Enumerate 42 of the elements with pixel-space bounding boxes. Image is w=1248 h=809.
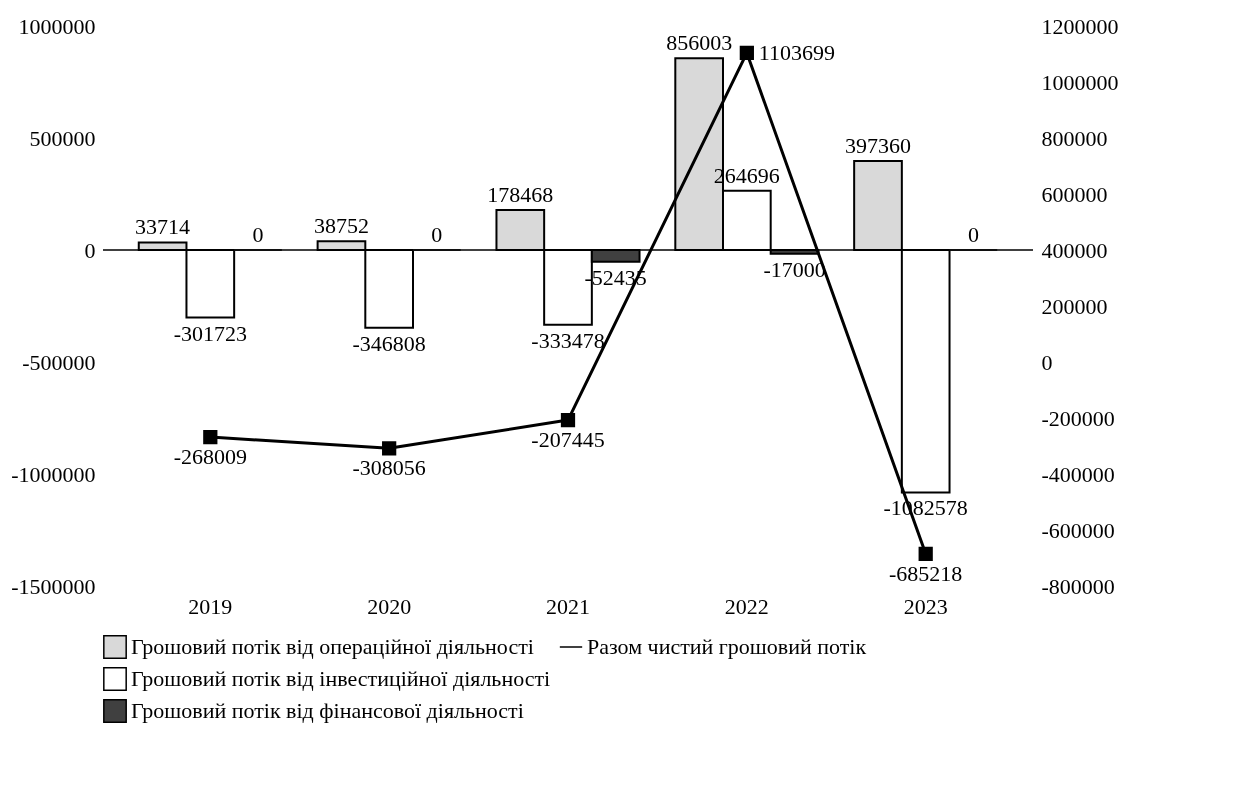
x-tick-label: 2020	[367, 593, 412, 619]
data-label: 38752	[313, 213, 369, 239]
data-label: -685218	[889, 560, 963, 586]
data-label: -207445	[531, 427, 605, 453]
data-label: 0	[967, 222, 979, 247]
data-label: 0	[431, 222, 443, 247]
y-tick-label: 1000000	[18, 13, 96, 39]
data-label: 0	[252, 222, 264, 247]
data-label: 1103699	[758, 39, 836, 65]
y-tick-label: -1500000	[11, 573, 96, 599]
y2-tick-label: -200000	[1041, 405, 1115, 431]
y2-tick-label: -600000	[1041, 517, 1115, 543]
y2-tick-label: 400000	[1041, 237, 1108, 263]
legend-label: Грошовий потік від фінансової діяльності	[131, 698, 524, 723]
data-label: -301723	[173, 320, 247, 346]
y2-tick-label: -400000	[1041, 461, 1115, 487]
y2-tick-label: 800000	[1041, 125, 1108, 151]
data-label: -268009	[173, 444, 247, 470]
y2-tick-label: 1000000	[1041, 69, 1119, 95]
y-tick-label: -500000	[22, 349, 96, 375]
legend-label: Грошовий потік від операційної діяльності	[131, 634, 534, 659]
y2-tick-label: 200000	[1041, 293, 1108, 319]
data-label: 33714	[135, 214, 191, 240]
data-label: 397360	[845, 132, 911, 158]
legend-label: Грошовий потік від інвестиційної діяльності	[131, 666, 551, 691]
legend-label: Разом чистий грошовий потік	[587, 634, 867, 659]
data-label: -308056	[352, 455, 426, 481]
y-tick-label: -1000000	[11, 461, 96, 487]
y2-tick-label: 1200000	[1041, 13, 1119, 39]
x-tick-label: 2022	[724, 593, 769, 619]
data-label: -346808	[352, 330, 426, 356]
y-tick-label: 0	[84, 237, 96, 263]
x-tick-label: 2023	[903, 593, 948, 619]
x-tick-label: 2021	[546, 593, 590, 619]
y-tick-label: 500000	[29, 125, 96, 151]
y2-tick-label: -800000	[1041, 573, 1115, 599]
data-label: 178468	[487, 182, 554, 208]
x-tick-label: 2019	[188, 593, 233, 619]
data-label: 856003	[666, 30, 733, 56]
data-label: -333478	[531, 327, 605, 353]
y2-tick-label: 600000	[1041, 181, 1108, 207]
y2-tick-label: 0	[1041, 349, 1053, 375]
